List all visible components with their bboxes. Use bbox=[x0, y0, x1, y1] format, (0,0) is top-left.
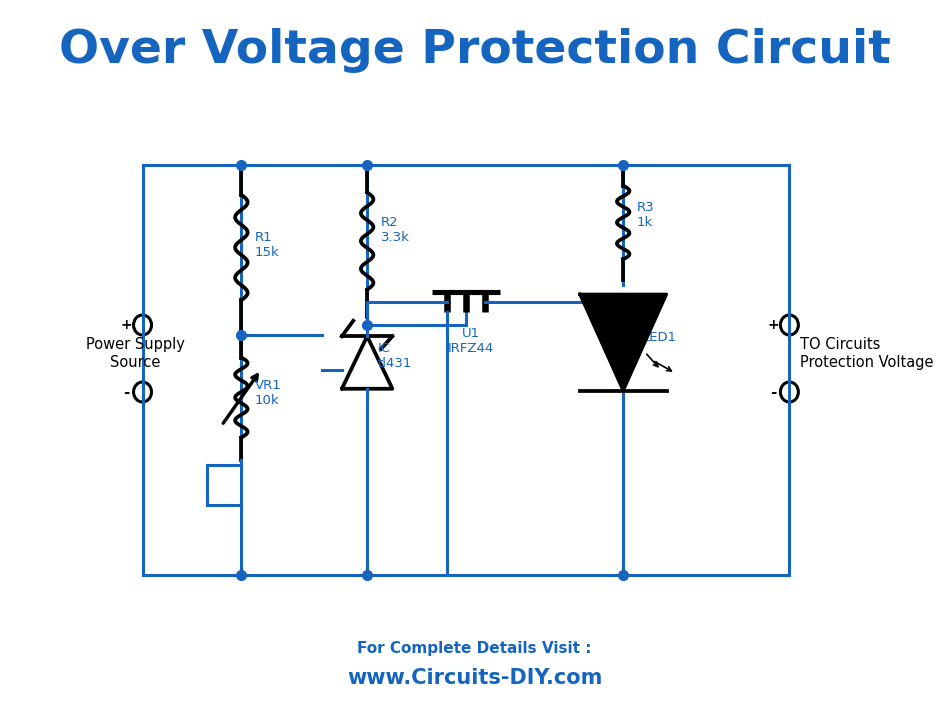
Text: +: + bbox=[768, 318, 779, 332]
Text: VR1
10k: VR1 10k bbox=[255, 379, 282, 407]
Text: For Complete Details Visit :: For Complete Details Visit : bbox=[357, 641, 592, 655]
Polygon shape bbox=[580, 294, 666, 391]
Text: TO Circuits
Protection Voltage: TO Circuits Protection Voltage bbox=[800, 337, 934, 369]
Text: Over Voltage Protection Circuit: Over Voltage Protection Circuit bbox=[59, 27, 890, 73]
Text: www.Circuits-DIY.com: www.Circuits-DIY.com bbox=[346, 668, 603, 688]
Text: R3
1k: R3 1k bbox=[637, 201, 654, 229]
Text: R1
15k: R1 15k bbox=[255, 231, 280, 259]
Text: -: - bbox=[770, 384, 776, 400]
Text: R2
3.3k: R2 3.3k bbox=[381, 216, 409, 244]
Text: U1
IRFZ44: U1 IRFZ44 bbox=[448, 327, 494, 355]
Text: +: + bbox=[121, 318, 132, 332]
Text: Power Supply
Source: Power Supply Source bbox=[86, 337, 185, 369]
Text: LED1: LED1 bbox=[643, 331, 677, 344]
Text: IC
tl431: IC tl431 bbox=[378, 341, 412, 369]
Text: -: - bbox=[123, 384, 130, 400]
